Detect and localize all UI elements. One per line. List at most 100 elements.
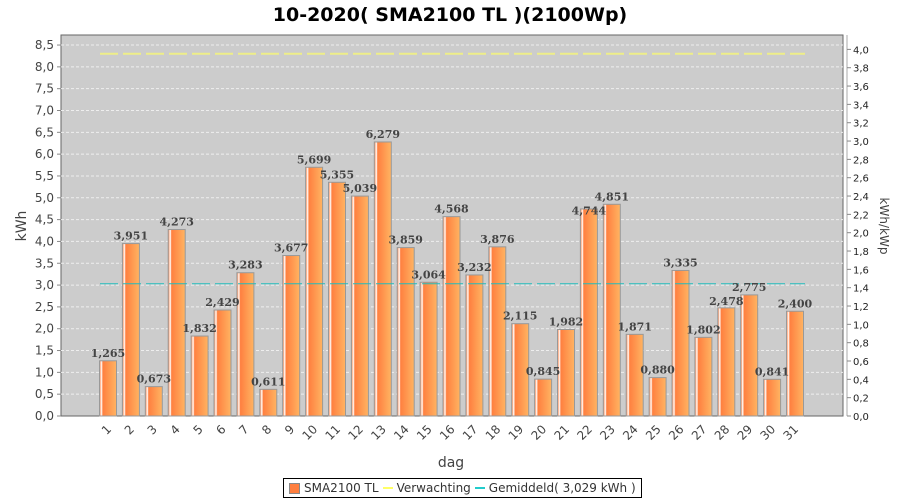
- legend-swatch-expected: [382, 487, 393, 489]
- y-tick-label: 1,0: [35, 365, 54, 379]
- x-tick-label: 11: [322, 422, 343, 443]
- x-tick-label: 28: [712, 422, 733, 443]
- x-tick-label: 26: [666, 422, 687, 443]
- legend-item-production: SMA2100 TL: [304, 481, 379, 495]
- bar: [396, 247, 415, 417]
- bar: [763, 378, 782, 417]
- bar: [694, 336, 713, 417]
- y-right-tick-label: 2,2: [853, 210, 869, 221]
- y-axis-right-label: kWh/kWp: [877, 198, 891, 255]
- x-tick-label: 18: [483, 422, 504, 443]
- x-tick-label: 3: [145, 422, 160, 437]
- y-right-tick-label: 1,2: [853, 302, 869, 313]
- x-tick-label: 13: [368, 422, 389, 443]
- bar-value-label: 3,876: [480, 233, 515, 246]
- bar: [648, 377, 667, 417]
- x-tick-label: 25: [643, 422, 664, 443]
- y-right-tick-label: 1,4: [853, 284, 869, 295]
- x-tick-label: 16: [437, 422, 458, 443]
- y-right-tick-label: 4,0: [853, 45, 869, 56]
- y-right-tick-label: 2,8: [853, 155, 869, 166]
- bar: [557, 329, 575, 417]
- bar-value-label: 2,400: [778, 297, 813, 310]
- bar-value-label: 1,982: [549, 316, 583, 329]
- bar-value-label: 1,871: [617, 320, 651, 333]
- bar: [419, 281, 438, 417]
- bar-value-label: 0,841: [755, 365, 789, 378]
- y-tick-label: 5,5: [35, 169, 54, 183]
- y-tick-label: 0,0: [35, 409, 54, 423]
- bar: [442, 216, 461, 417]
- y-tick-label: 0,5: [35, 387, 54, 401]
- bar-value-label: 3,232: [457, 261, 491, 274]
- bar: [579, 208, 598, 417]
- bar: [465, 274, 484, 417]
- bar: [121, 243, 140, 417]
- x-tick-label: 5: [190, 422, 205, 437]
- y-right-tick-label: 2,6: [853, 174, 869, 185]
- bar-value-label: 4,568: [434, 203, 469, 216]
- y-right-tick-label: 0,8: [853, 339, 869, 350]
- y-right-tick-label: 3,2: [853, 119, 869, 130]
- x-tick-label: 10: [300, 422, 321, 443]
- bar-value-label: 3,859: [388, 234, 422, 247]
- y-tick-label: 2,0: [35, 322, 54, 336]
- x-tick-label: 15: [414, 422, 435, 443]
- legend-swatch-average: [474, 487, 485, 489]
- bar-value-label: 4,744: [572, 204, 607, 217]
- bar: [305, 166, 324, 417]
- x-tick-label: 12: [345, 422, 366, 443]
- y-tick-label: 7,0: [35, 104, 54, 118]
- bar-value-label: 4,851: [595, 190, 629, 203]
- bar-value-label: 5,039: [343, 182, 377, 195]
- y-tick-label: 7,5: [35, 82, 54, 96]
- bar-value-label: 2,478: [709, 295, 744, 308]
- bar-value-label: 3,951: [114, 230, 148, 243]
- bar: [167, 229, 186, 417]
- legend: SMA2100 TL Verwachting Gemiddeld( 3,029 …: [283, 478, 642, 498]
- y-right-tick-label: 3,6: [853, 82, 869, 93]
- bar: [373, 141, 392, 417]
- x-tick-label: 22: [574, 422, 595, 443]
- x-tick-label: 23: [597, 422, 618, 443]
- y-tick-label: 2,5: [35, 300, 54, 314]
- y-tick-label: 8,5: [35, 38, 54, 52]
- legend-item-expected: Verwachting: [396, 481, 471, 495]
- bar: [144, 386, 163, 417]
- y-tick-label: 6,5: [35, 125, 54, 139]
- bar-value-label: 1,802: [686, 323, 720, 336]
- bar-value-label: 4,273: [159, 216, 193, 229]
- bar-value-label: 0,845: [526, 365, 560, 378]
- bar: [236, 272, 255, 417]
- y-axis-label: kWh: [14, 211, 30, 242]
- y-tick-label: 5,0: [35, 191, 54, 205]
- bar-value-label: 0,611: [251, 375, 285, 388]
- bar-value-label: 0,673: [137, 373, 171, 386]
- y-right-tick-label: 1,6: [853, 265, 869, 276]
- y-right-tick-label: 2,0: [853, 229, 869, 240]
- bar-value-label: 2,115: [503, 310, 537, 323]
- bar-value-label: 5,355: [320, 168, 354, 181]
- bar: [625, 333, 644, 417]
- x-tick-label: 2: [122, 422, 137, 437]
- y-tick-label: 4,0: [35, 234, 54, 248]
- bar-value-label: 2,429: [205, 296, 239, 309]
- x-tick-label: 6: [213, 422, 228, 437]
- x-tick-label: 4: [168, 422, 183, 437]
- y-right-tick-label: 0,2: [853, 394, 869, 405]
- bar: [282, 255, 301, 417]
- bar-value-label: 3,283: [228, 259, 262, 272]
- bar: [328, 181, 346, 417]
- x-tick-label: 19: [506, 422, 527, 443]
- x-tick-label: 29: [735, 422, 756, 443]
- x-tick-label: 17: [460, 422, 481, 443]
- y-right-tick-label: 2,4: [853, 192, 869, 203]
- y-right-tick-label: 0,6: [853, 357, 869, 368]
- bar: [99, 360, 117, 417]
- bar: [602, 203, 621, 417]
- legend-item-average: Gemiddeld( 3,029 kWh ): [488, 481, 636, 495]
- x-tick-label: 21: [551, 422, 572, 443]
- y-right-tick-label: 3,8: [853, 64, 869, 75]
- bar-value-label: 5,699: [297, 153, 331, 166]
